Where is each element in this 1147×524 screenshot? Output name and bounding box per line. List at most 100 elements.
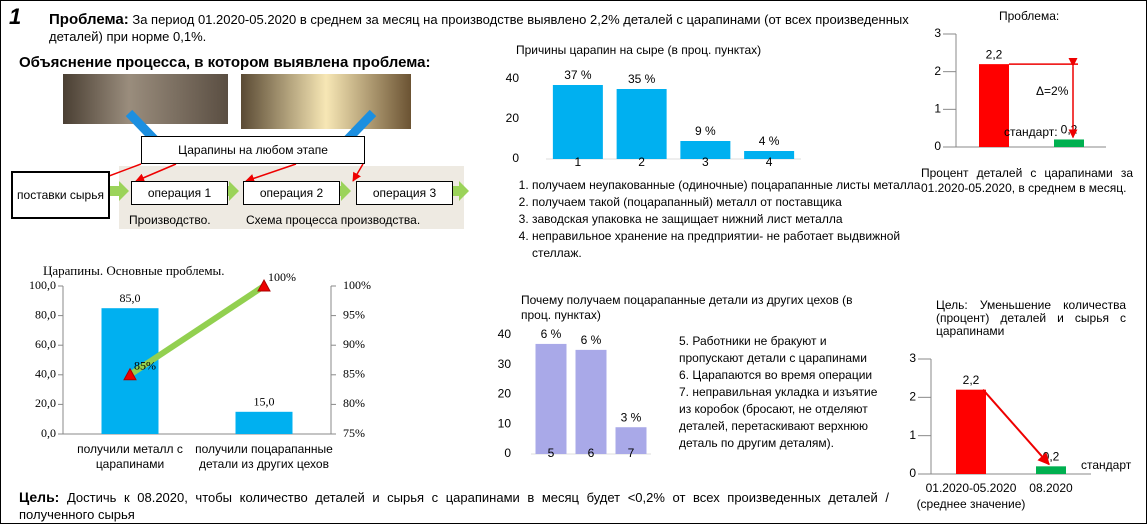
y-tick-label: 20 <box>498 387 512 401</box>
x-tick-label: 01.2020-05.2020 (среднее значение) <box>916 481 1026 511</box>
y-tick-label: 60,0 <box>35 337 56 351</box>
bar <box>575 349 607 454</box>
y-tick-label: 1 <box>909 428 916 442</box>
reasons-raw: получаем неупакованные (одиночные) поцар… <box>496 177 942 262</box>
x-tick-label: 08.2020 <box>1029 481 1073 495</box>
reason: получаем неупакованные (одиночные) поцар… <box>532 177 942 194</box>
trend-arrow <box>982 389 1050 466</box>
value-label: 6 % <box>541 327 562 341</box>
callout: Царапины на любом этапе <box>141 136 365 164</box>
x-tick-label: 6 <box>588 446 595 460</box>
x-tick-label: получили металл с царапинами <box>77 442 183 471</box>
chart-title: Цель: Уменьшение количества (процент) де… <box>936 298 1126 338</box>
value-label: 15,0 <box>254 395 275 409</box>
y-tick-label: 3 <box>934 26 941 40</box>
supply: поставки сырья <box>11 171 110 219</box>
bar <box>552 85 603 159</box>
y-tick-label: 0 <box>504 446 511 460</box>
step: операция 2 <box>243 181 340 205</box>
photo <box>63 74 228 124</box>
step: операция 1 <box>131 181 228 205</box>
y-tick-label: 1 <box>934 102 941 116</box>
y2-tick-label: 95% <box>343 307 365 321</box>
reason: 6. Царапаются во время операции <box>679 368 873 382</box>
y-tick-label: 100,0 <box>29 278 56 292</box>
annotation: Δ=2% <box>1036 84 1069 98</box>
y-tick-label: 0 <box>512 151 519 165</box>
problem: Проблема: За период 01.2020-05.2020 в ср… <box>49 11 909 45</box>
goal-text: Достичь к 08.2020, чтобы количество дета… <box>19 490 889 522</box>
x-tick-label: 2 <box>638 155 645 169</box>
chart-title: Проблема: <box>999 9 1060 23</box>
slide-number: 1 <box>9 4 22 29</box>
y-tick-label: 40 <box>506 71 520 85</box>
bar <box>615 427 647 454</box>
chart-title: Причины царапин на сыре (в проц. пунктах… <box>516 43 762 57</box>
bar <box>956 389 986 474</box>
bar <box>744 151 795 159</box>
reason: заводская упаковка не защищает нижний ли… <box>532 211 942 228</box>
step: операция 3 <box>356 181 453 205</box>
process-footer: Производство. <box>129 213 211 227</box>
x-tick-label: получили поцарапанные детали из других ц… <box>195 442 333 471</box>
reason: получаем такой (поцарапанный) металл от … <box>532 194 942 211</box>
bar <box>535 343 567 454</box>
annotation: стандарт: <box>1004 125 1058 139</box>
line <box>128 283 266 378</box>
y-tick-label: 20,0 <box>35 396 56 410</box>
value-label: 9 % <box>695 124 716 138</box>
bar <box>1054 139 1084 147</box>
value-label: 6 % <box>581 333 602 347</box>
process-footer: Схема процесса производства. <box>246 213 421 227</box>
y-tick-label: 20 <box>506 111 520 125</box>
y2-tick-label: 90% <box>343 337 365 351</box>
bar <box>1036 466 1066 474</box>
bar <box>235 411 293 434</box>
bar <box>979 64 1009 147</box>
bar <box>616 89 667 159</box>
y-tick-label: 0 <box>934 139 941 153</box>
value-label: 85% <box>134 359 156 373</box>
reason: неправильное хранение на предприятии- не… <box>532 228 942 262</box>
marker <box>123 367 137 381</box>
y-tick-label: 3 <box>909 351 916 365</box>
chart-title: Царапины. Основные проблемы. <box>43 263 225 278</box>
value-label: 2,2 <box>986 47 1003 61</box>
value-label: 0,2 <box>1061 123 1078 137</box>
y2-tick-label: 85% <box>343 367 365 381</box>
y-tick-label: 80,0 <box>35 307 56 321</box>
y-tick-label: 0,0 <box>41 426 56 440</box>
chart-title: Почему получаем поцарапанные детали из д… <box>521 293 853 322</box>
goal-label: Цель: <box>19 489 60 505</box>
x-tick-label: 5 <box>548 446 555 460</box>
y2-tick-label: 80% <box>343 396 365 410</box>
bar <box>680 141 731 159</box>
reasons-shops: 5. Работники не бракуют и пропускают дет… <box>679 333 889 452</box>
photo <box>241 74 411 129</box>
value-label: 37 % <box>564 68 592 82</box>
value-label: 85,0 <box>120 291 141 305</box>
x-tick-label: 1 <box>575 155 582 169</box>
y-tick-label: 0 <box>909 466 916 480</box>
reason: 7. неправильная укладка и изъятие из кор… <box>679 385 878 450</box>
y2-tick-label: 100% <box>343 278 371 292</box>
y-tick-label: 40 <box>498 327 512 341</box>
marker <box>257 278 271 292</box>
y-tick-label: 10 <box>498 416 512 430</box>
value-label: 2,2 <box>963 373 980 387</box>
y-tick-label: 2 <box>934 64 941 78</box>
y-tick-label: 40,0 <box>35 367 56 381</box>
y2-tick-label: 75% <box>343 426 365 440</box>
scratch-arrows <box>100 163 364 183</box>
problem-text: За период 01.2020-05.2020 в среднем за м… <box>49 12 909 44</box>
value-label: 4 % <box>759 134 780 148</box>
value-label: 100% <box>268 270 296 284</box>
x-tick-label: 3 <box>702 155 709 169</box>
problem-label: Проблема: <box>49 11 129 28</box>
y-tick-label: 2 <box>909 390 916 404</box>
y-tick-label: 30 <box>498 357 512 371</box>
x-tick-label: 7 <box>628 446 635 460</box>
annotation: стандарт <box>1081 458 1132 472</box>
